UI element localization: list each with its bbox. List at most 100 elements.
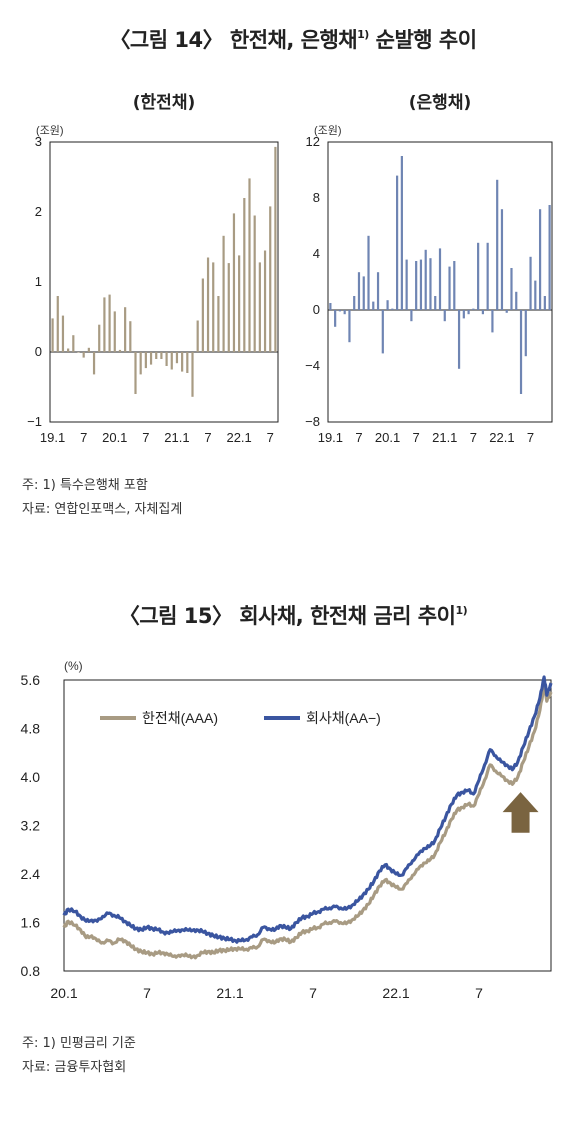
y-axis-unit-label: (%)	[64, 659, 83, 673]
y-tick-label: 8	[313, 190, 320, 205]
bar	[139, 352, 142, 375]
bar	[505, 310, 508, 313]
bar	[534, 280, 537, 310]
series-line-aa	[62, 675, 553, 944]
bar	[362, 276, 365, 310]
bar	[548, 205, 551, 310]
y-tick-label: 2	[35, 204, 42, 219]
figure14-title-suffix: 순발행 추이	[368, 28, 477, 52]
y-tick-label: 0.8	[21, 963, 41, 979]
kepco-chart-title: (한전채)	[132, 93, 196, 113]
bar	[338, 310, 342, 312]
bar	[269, 206, 272, 352]
bar	[496, 179, 499, 310]
bar	[134, 352, 137, 394]
bar	[92, 352, 96, 375]
bar	[217, 296, 220, 352]
bar	[443, 310, 446, 322]
bar	[201, 278, 204, 352]
y-tick-label: −1	[27, 414, 42, 429]
bar	[467, 310, 470, 315]
bar	[343, 310, 346, 315]
bar	[510, 268, 513, 310]
bar	[129, 321, 132, 352]
y-tick-label: 4.0	[21, 769, 41, 785]
bank-chart-title: (은행채)	[408, 93, 472, 113]
bar	[82, 352, 85, 358]
x-tick-label: 7	[470, 430, 477, 445]
bar	[429, 258, 432, 310]
bar	[434, 296, 437, 310]
figure15-note-2: 자료: 금융투자협회	[22, 1060, 127, 1075]
bar	[477, 242, 480, 310]
rate-line-chart: (%) 0.8 1.6 2.4 3.2 4.0 4.8 5.6 20.1 7 21.1 7 22.1 7 한…	[21, 659, 553, 1001]
bar	[61, 315, 65, 352]
bar	[212, 262, 215, 352]
x-tick-label: 21.1	[216, 985, 243, 1001]
bar	[367, 235, 370, 310]
y-axis-unit-label: (조원)	[36, 124, 64, 137]
bar	[481, 310, 484, 315]
figure15-notes: 주: 1) 민평금리 기준 자료: 금융투자협회	[22, 1032, 136, 1080]
y-tick-label: 2.4	[21, 866, 41, 882]
bar	[519, 310, 523, 394]
x-tick-label: 7	[204, 430, 211, 445]
bar	[524, 310, 527, 357]
bar	[263, 250, 267, 352]
bar	[258, 262, 261, 352]
bar	[175, 352, 179, 364]
y-tick-label: 1.6	[21, 915, 41, 931]
y-tick-label: 12	[306, 134, 320, 149]
bar	[155, 352, 158, 359]
figure15-note-1: 주: 1) 민평금리 기준	[22, 1036, 136, 1051]
x-tick-label: 7	[142, 430, 149, 445]
bank-bar-chart: (조원) −8 −4 0 4 8 12 19.1 7 20.1 7 21.1 7 22.1 7	[305, 124, 553, 445]
bar	[353, 296, 356, 310]
bar	[196, 320, 199, 352]
figure14-notes: 주: 1) 특수은행채 포함 자료: 연합인포맥스, 자체집계	[22, 474, 182, 522]
plot-frame	[49, 141, 279, 423]
bar	[386, 300, 389, 310]
bar	[103, 297, 106, 352]
bar	[486, 242, 489, 310]
bar	[108, 294, 111, 352]
figure15-title-main: 〈그림 15〉 회사채, 한전채 금리 추이	[118, 604, 456, 628]
bar	[181, 352, 184, 372]
bar	[391, 308, 394, 310]
bar	[160, 352, 163, 359]
x-tick-label: 7	[143, 985, 151, 1001]
x-tick-label: 21.1	[432, 430, 457, 445]
x-tick-label: 22.1	[382, 985, 409, 1001]
bar	[248, 178, 251, 352]
y-tick-label: 0	[35, 344, 42, 359]
bar	[462, 310, 465, 319]
bar	[543, 296, 546, 310]
x-tick-label: 20.1	[50, 985, 77, 1001]
y-tick-label: 5.6	[21, 672, 41, 688]
bar	[410, 310, 413, 322]
x-tick-label: 7	[267, 430, 274, 445]
bar	[415, 261, 418, 310]
bar	[405, 259, 408, 310]
bar	[170, 352, 173, 370]
x-tick-label: 20.1	[102, 430, 127, 445]
bar	[165, 352, 168, 366]
bar	[118, 349, 122, 352]
x-tick-label: 19.1	[318, 430, 343, 445]
bar	[448, 266, 451, 310]
y-tick-label: 3	[35, 134, 42, 149]
bar	[381, 310, 384, 354]
x-tick-label: 7	[475, 985, 483, 1001]
x-tick-label: 19.1	[40, 430, 65, 445]
bar	[186, 352, 189, 373]
bar	[424, 249, 427, 310]
x-tick-label: 21.1	[164, 430, 189, 445]
plot-frame	[327, 141, 553, 423]
bar	[87, 347, 90, 352]
bar	[329, 303, 332, 310]
bar	[77, 352, 80, 353]
bar	[56, 296, 59, 352]
bar	[144, 352, 147, 369]
bar	[438, 248, 442, 310]
bar	[457, 310, 461, 369]
